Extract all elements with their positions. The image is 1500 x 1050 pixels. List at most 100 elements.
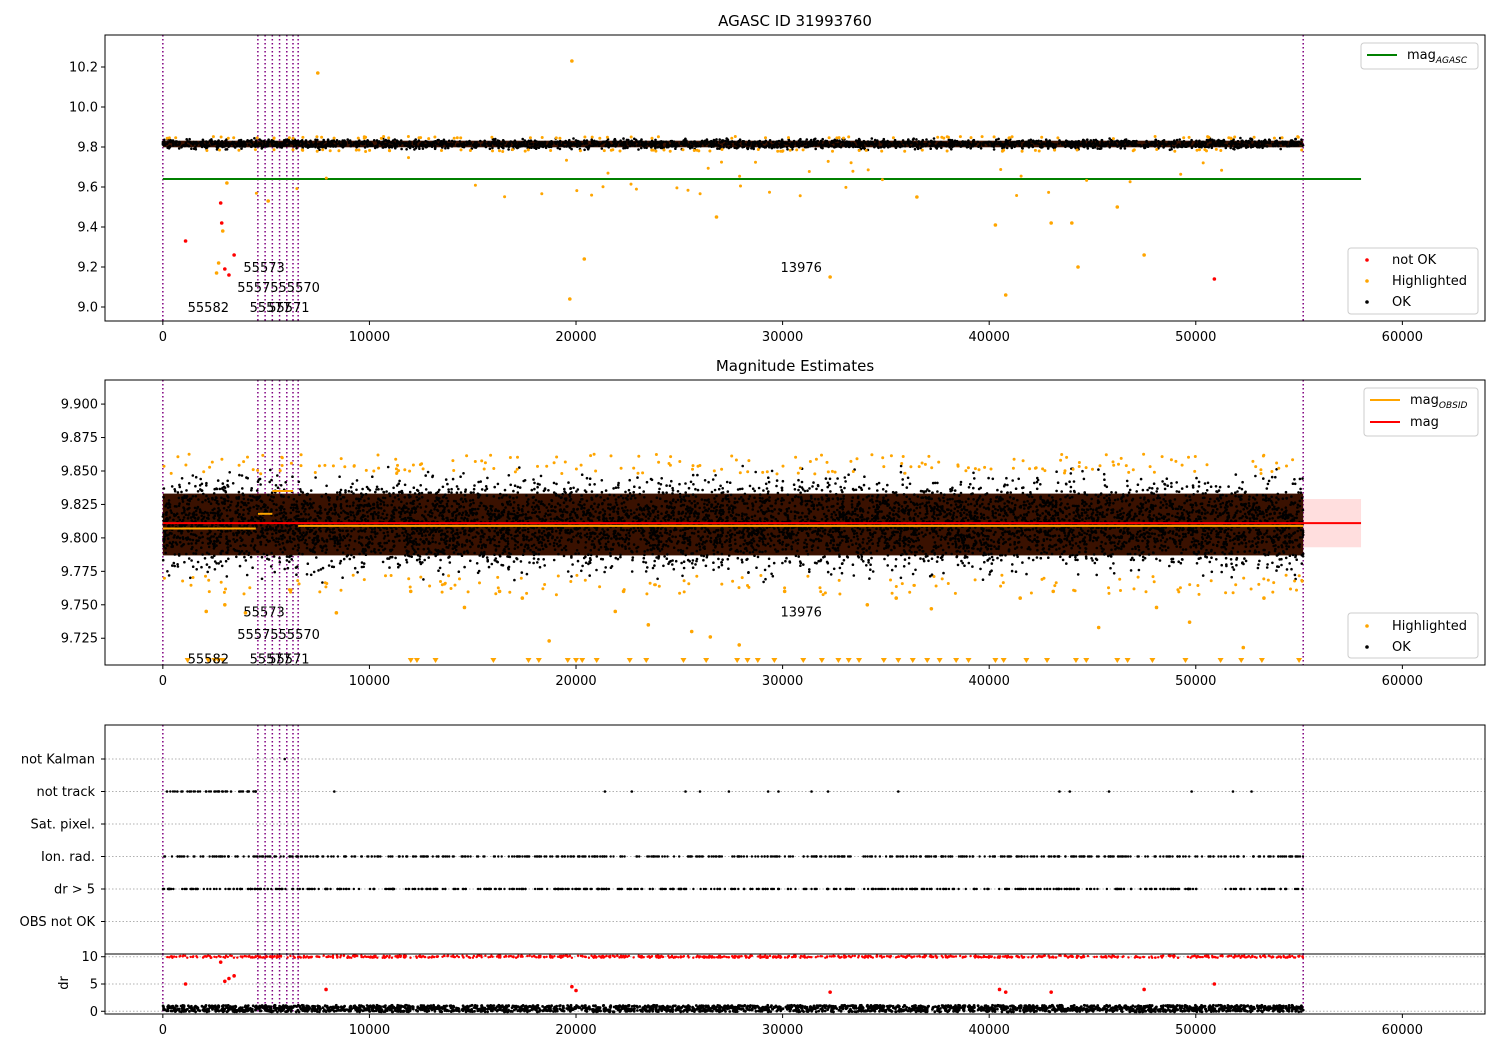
top-ok-point: [561, 141, 565, 144]
mid-ok-point: [205, 563, 209, 566]
top-ok-point: [1078, 143, 1082, 147]
top-ok-point: [907, 142, 911, 146]
top-ok-point: [692, 140, 696, 143]
top-ok-point: [690, 142, 694, 145]
mid-ok-point: [1129, 569, 1133, 572]
top-highlight-point: [880, 149, 884, 153]
top-ok-point: [570, 147, 573, 151]
top-highlight-outlier: [754, 160, 757, 164]
mid-ok-point: [972, 498, 975, 501]
mid-ok-point: [866, 528, 869, 532]
mid-ok-point: [682, 566, 686, 570]
top-highlight-outlier: [826, 159, 830, 163]
mid-ok-point: [808, 487, 811, 490]
mid-ok-point: [797, 495, 800, 499]
top-ok-point: [244, 143, 248, 146]
mid-ok-point: [1015, 519, 1018, 522]
top-highlight-outlier: [590, 193, 594, 197]
top-ok-point: [342, 143, 346, 146]
mid-ok-point: [369, 534, 373, 538]
mid-ok-point: [1033, 481, 1036, 485]
top-ok-point: [885, 143, 889, 146]
top-ok-point: [654, 138, 657, 142]
top-highlight-point: [992, 135, 996, 139]
top-ok-point: [845, 140, 849, 143]
mid-ok-point: [238, 564, 242, 568]
top-ok-point: [1185, 142, 1189, 145]
top-highlight-point: [940, 135, 944, 139]
top-ok-point: [645, 146, 648, 150]
mid-ok-point: [1210, 556, 1213, 559]
top-ok-point: [1116, 144, 1120, 148]
top-highlighted-point-7: [582, 257, 587, 261]
mid-ok-point: [298, 539, 301, 542]
mid-ok-point: [831, 497, 835, 501]
top-ok-point: [309, 141, 313, 144]
mid-ok-point: [1003, 509, 1006, 513]
top-ok-point: [1089, 139, 1093, 142]
mid-ok-point: [473, 551, 476, 555]
top-highlight-point: [1075, 148, 1079, 152]
mid-ok-point: [594, 510, 597, 513]
top-ok-point: [934, 146, 938, 149]
top-highlight-point: [455, 136, 459, 140]
mid-ok-point: [1225, 564, 1228, 568]
mid-ok-point: [1229, 539, 1232, 542]
top-ok-point: [1044, 138, 1048, 141]
mid-ok-point: [1300, 496, 1304, 500]
top-ok-point: [567, 144, 571, 148]
mid-ok-point: [1000, 558, 1003, 562]
mid-ok-point: [388, 492, 391, 495]
top-ok-point: [326, 142, 330, 145]
mid-ok-point: [762, 489, 765, 492]
mid-ok-point: [704, 564, 708, 568]
top-ok-point: [703, 139, 707, 143]
mid-ok-point: [1234, 473, 1238, 476]
mid-ok-point: [1158, 496, 1161, 500]
mid-ok-point: [1157, 494, 1160, 498]
top-ok-point: [1188, 143, 1192, 146]
mid-ok-point: [530, 505, 534, 509]
top-ok-point: [733, 140, 736, 144]
top-ok-point: [242, 140, 246, 143]
mid-ok-point: [987, 553, 990, 556]
mid-ok-point: [761, 540, 765, 544]
top-ok-point: [638, 143, 641, 147]
top-ok-point: [1282, 140, 1285, 144]
mid-ok-point: [1267, 551, 1271, 554]
mid-ok-point: [977, 497, 981, 500]
top-ok-point: [583, 148, 586, 152]
mid-ok-point: [781, 540, 785, 544]
mid-ok-point: [1255, 517, 1259, 520]
top-ok-point: [376, 145, 379, 149]
top-highlight-point: [1053, 148, 1057, 152]
top-ok-point: [825, 139, 829, 143]
top-ok-point: [671, 141, 675, 145]
mid-ok-point: [1200, 547, 1203, 550]
top-ok-point: [1025, 143, 1029, 147]
top-highlight-point: [781, 149, 785, 153]
mid-ok-point: [975, 502, 979, 506]
top-not-ok-point-0: [183, 239, 188, 243]
top-ok-point: [688, 144, 691, 147]
top-ok-point: [943, 141, 946, 145]
top-ok-point: [1227, 142, 1231, 145]
mid-ok-point: [1237, 542, 1241, 546]
top-ok-point: [1005, 146, 1009, 150]
top-ok-point: [238, 143, 241, 147]
mid-ok-point: [532, 557, 536, 560]
mid-ok-point: [237, 495, 241, 499]
mid-ok-point: [608, 513, 612, 516]
mid-ok-point: [715, 515, 719, 519]
top-highlight-point: [1010, 135, 1014, 139]
mid-ok-point: [622, 501, 626, 504]
top-ok-point: [1263, 138, 1267, 142]
top-ok-point: [938, 142, 941, 146]
mid-ok-point: [531, 511, 534, 515]
mid-ok-point: [1095, 538, 1098, 542]
mid-ok-point: [309, 573, 313, 577]
top-highlight-point: [362, 136, 366, 140]
mid-ok-point: [1278, 511, 1282, 515]
top-highlight-point: [847, 135, 851, 139]
top-ok-point: [458, 140, 462, 143]
